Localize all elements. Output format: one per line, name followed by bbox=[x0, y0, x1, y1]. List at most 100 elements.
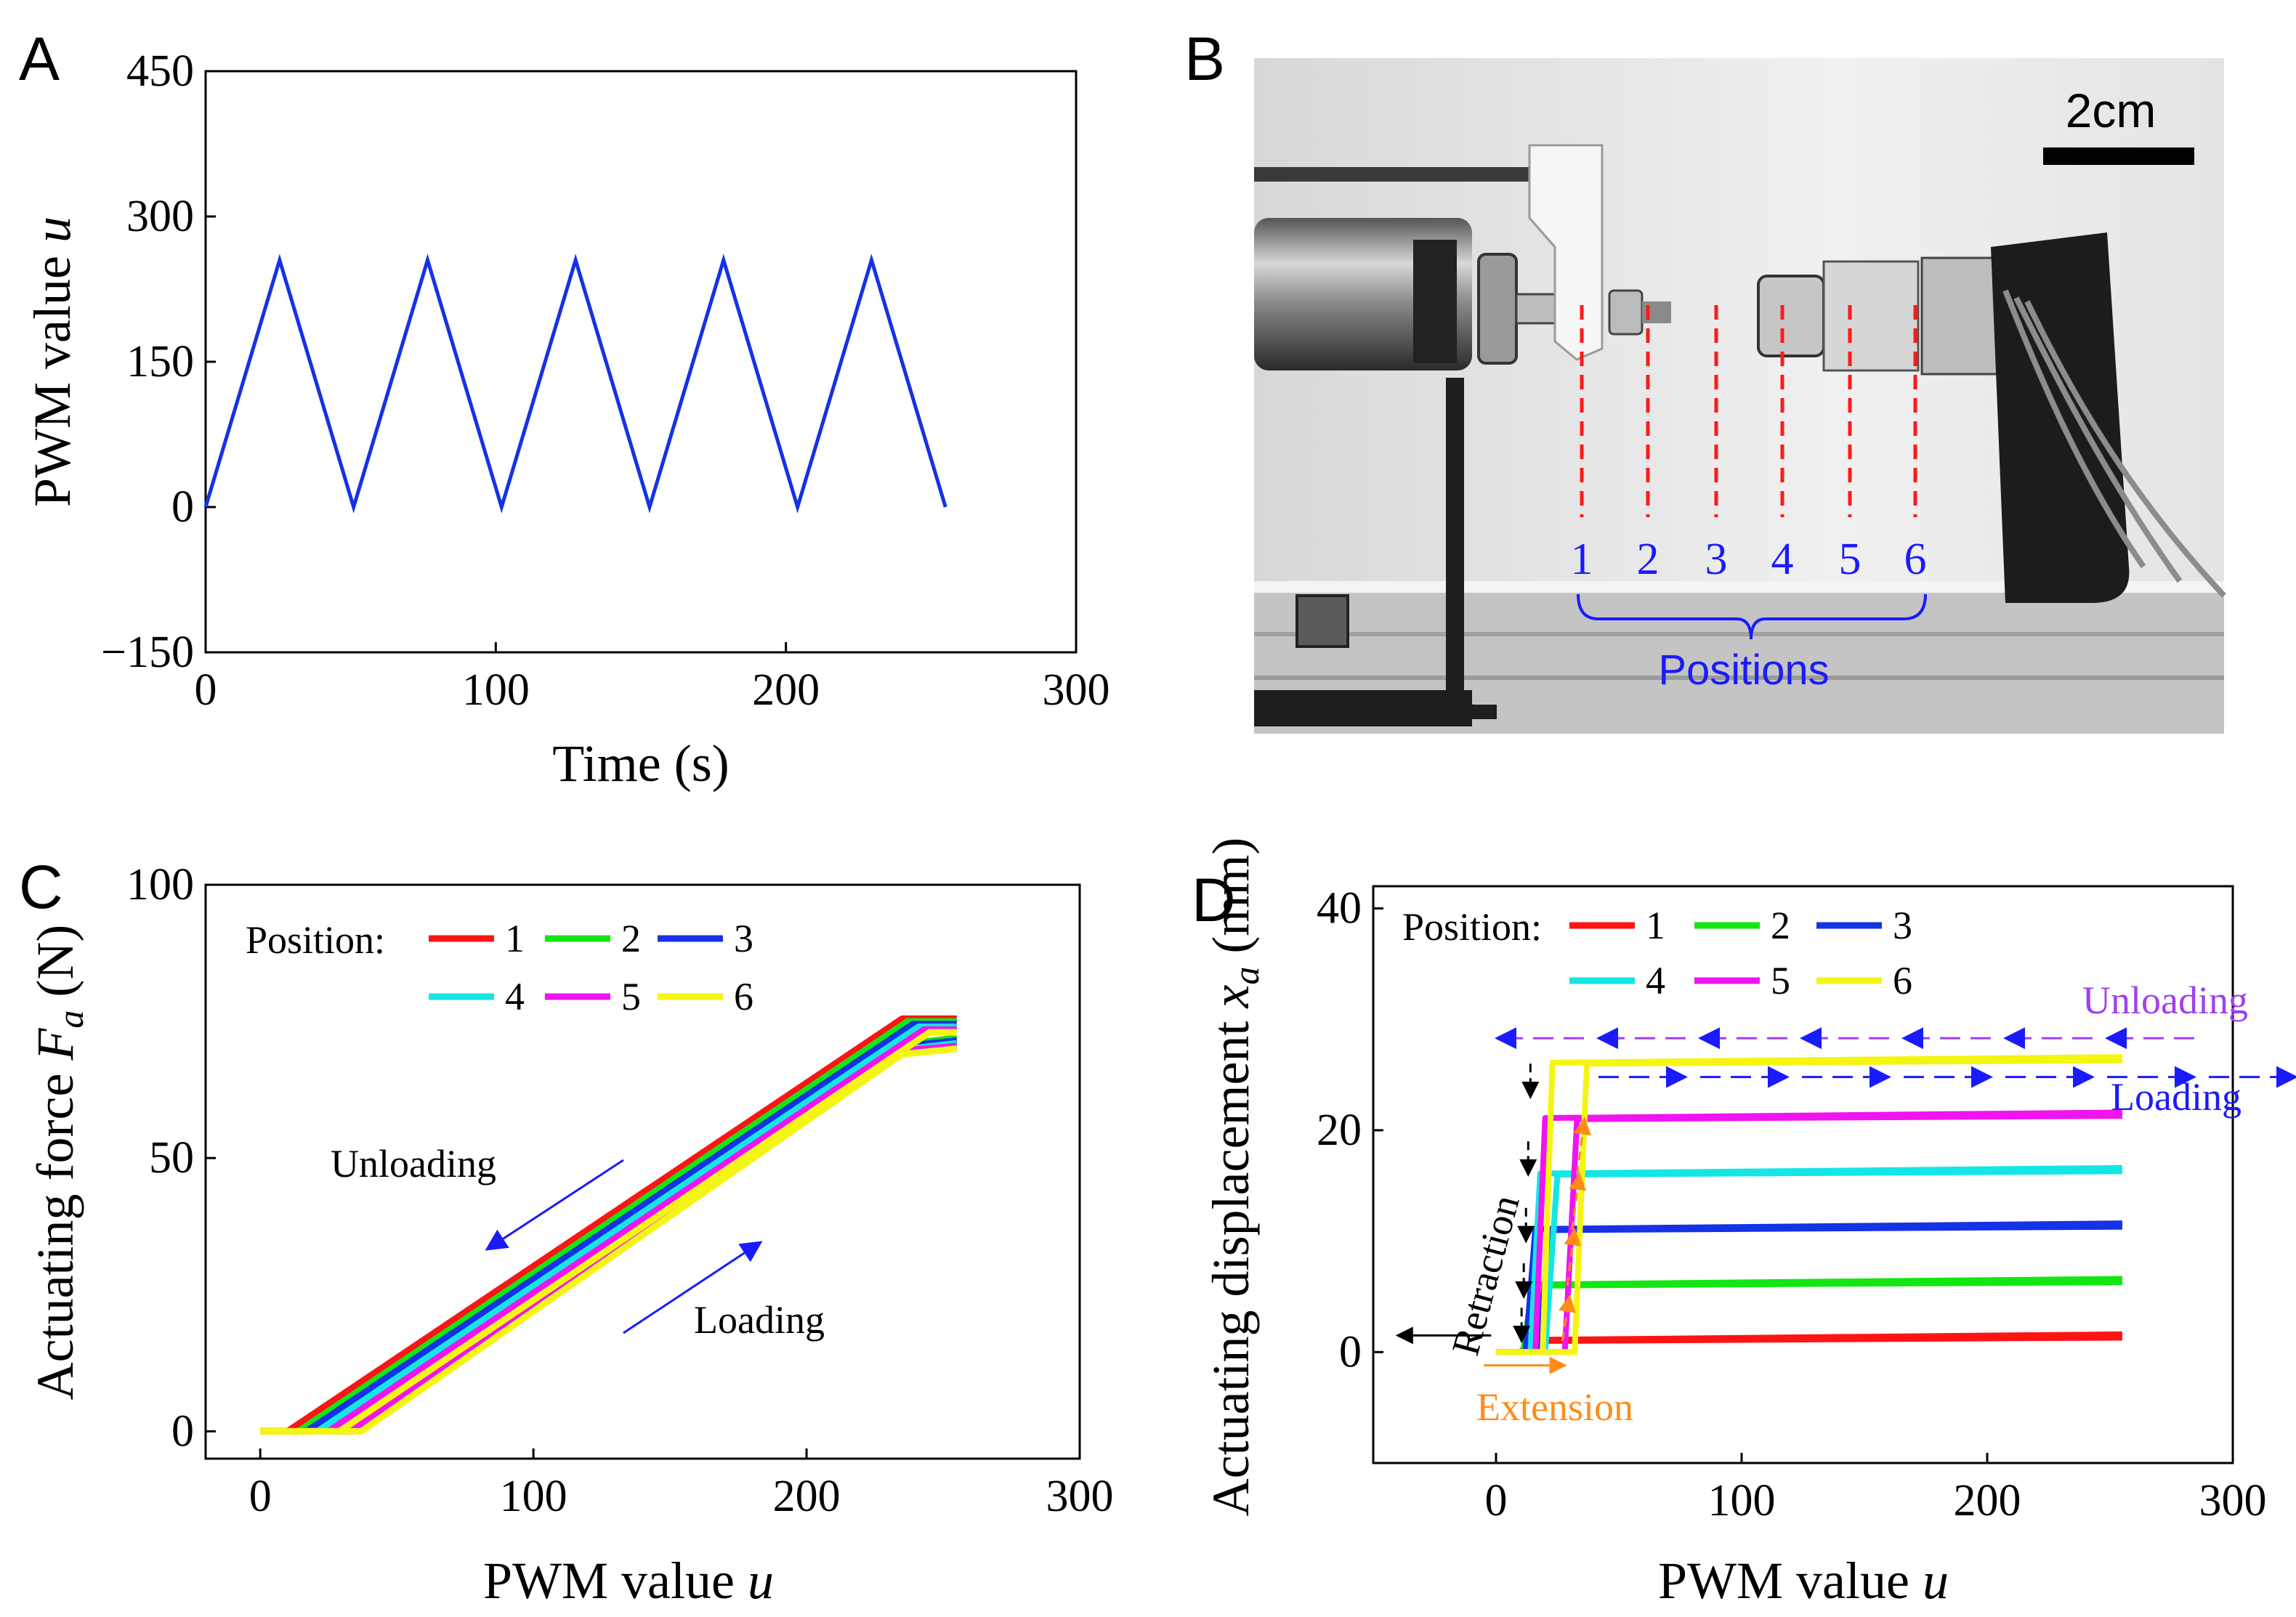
legend-label-5: 5 bbox=[621, 975, 641, 1018]
nut-right bbox=[1757, 275, 1825, 357]
y-tick-label-a: 0 bbox=[171, 482, 194, 532]
positions-brace bbox=[1577, 593, 1927, 640]
arrow-extension bbox=[1569, 1172, 1587, 1231]
x-tick-label-a: 300 bbox=[1043, 665, 1110, 715]
panel-label-a: A bbox=[19, 25, 60, 93]
x-axis-label-a: Time (s) bbox=[552, 734, 729, 793]
plot-frame-c bbox=[204, 883, 1081, 1460]
plot-frame-a bbox=[204, 70, 1078, 654]
sensor-cables bbox=[2002, 289, 2226, 598]
y-tick-label-d: 40 bbox=[1317, 884, 1362, 933]
y-tick-label-a: 450 bbox=[126, 46, 194, 96]
x-tick-label-a: 100 bbox=[462, 665, 530, 715]
positions-label: Positions bbox=[1658, 647, 1829, 694]
position-number-3: 3 bbox=[1705, 535, 1728, 584]
position-markers bbox=[1580, 305, 1917, 517]
x-tick-label-a: 0 bbox=[195, 665, 217, 715]
x-tick-label-d: 200 bbox=[1954, 1476, 2021, 1525]
series-4-loading bbox=[1496, 1168, 2122, 1355]
series-4-unloading bbox=[1496, 1164, 2122, 1355]
block-right bbox=[1822, 260, 1920, 372]
top-rod bbox=[1254, 167, 1537, 182]
y-tick-label-d: 0 bbox=[1339, 1327, 1362, 1377]
legend-title-d: Position: bbox=[1402, 905, 1542, 949]
legend-label-3: 3 bbox=[734, 917, 753, 960]
series-6-loading bbox=[1496, 1057, 2122, 1355]
x-axis-label-d: PWM value u bbox=[1658, 1552, 1949, 1610]
position-number-1: 1 bbox=[1571, 535, 1593, 584]
bench-rail-2 bbox=[1254, 676, 2224, 680]
position-number-5: 5 bbox=[1839, 535, 1862, 584]
legend-label-2: 2 bbox=[1771, 904, 1790, 947]
x-tick-label-d: 300 bbox=[2199, 1476, 2267, 1525]
x-tick-label-c: 100 bbox=[500, 1472, 567, 1521]
series-line-pwm bbox=[203, 254, 947, 514]
small-nut bbox=[1608, 289, 1644, 336]
arrow-extension bbox=[1559, 1294, 1576, 1342]
legend-label-2: 2 bbox=[621, 917, 641, 960]
arrow-extension bbox=[1574, 1116, 1591, 1175]
scale-bar bbox=[2043, 147, 2194, 165]
base-plate-left bbox=[1254, 690, 1472, 726]
annotation-retraction-d: Retraction bbox=[1444, 1191, 1528, 1360]
series-6-loading bbox=[260, 1045, 958, 1435]
legend-label-3: 3 bbox=[1893, 904, 1912, 947]
y-tick-label-d: 20 bbox=[1317, 1106, 1362, 1155]
legend-label-1: 1 bbox=[505, 917, 525, 960]
legend-title-c: Position: bbox=[246, 918, 385, 962]
bench-rail-1 bbox=[1254, 632, 2224, 636]
annotation-loading-d: Loading bbox=[2111, 1075, 2242, 1119]
motor-cap bbox=[1413, 240, 1457, 363]
x-tick-label-c: 0 bbox=[249, 1472, 272, 1521]
annotation-unloading-d: Unloading bbox=[2082, 978, 2248, 1022]
bench-edge bbox=[1254, 581, 2224, 593]
bracket-left bbox=[1446, 378, 1497, 719]
legend-label-4: 4 bbox=[505, 975, 525, 1018]
legend-label-6: 6 bbox=[734, 975, 753, 1018]
x-axis-label-c: PWM value u bbox=[483, 1552, 774, 1610]
x-tick-label-c: 300 bbox=[1046, 1472, 1114, 1521]
bolt-head bbox=[1295, 594, 1349, 648]
series-5-loading bbox=[1496, 1113, 2122, 1355]
y-tick-label-a: 150 bbox=[126, 337, 194, 386]
position-number-6: 6 bbox=[1904, 535, 1927, 584]
position-number-2: 2 bbox=[1637, 535, 1660, 584]
legend-label-6: 6 bbox=[1893, 959, 1912, 1002]
y-tick-label-a: 300 bbox=[126, 192, 194, 241]
panel-label-b: B bbox=[1184, 25, 1225, 93]
annotation-extension-d: Extension bbox=[1476, 1385, 1633, 1429]
arrow-loading-c bbox=[623, 1241, 763, 1334]
scale-bar-label: 2cm bbox=[2066, 84, 2156, 137]
y-axis-label-c: Actuating force Fa (N) bbox=[26, 925, 91, 1401]
chart-panel-d: 0 100 200 300 0 20 40 Position: 1 2 3 4 5 6 Unloadi… bbox=[1202, 838, 2296, 1610]
annotation-unloading-c: Unloading bbox=[331, 1142, 496, 1186]
chart-panel-c: 0 100 200 300 0 50 100 Position: 1 2 3 4 5 6 Unload… bbox=[26, 860, 1114, 1610]
legend-label-1: 1 bbox=[1646, 904, 1665, 947]
arrow-extension bbox=[1564, 1228, 1582, 1286]
y-tick-label-c: 0 bbox=[171, 1406, 194, 1456]
annotation-loading-c: Loading bbox=[694, 1298, 825, 1342]
panel-label-d: D bbox=[1192, 866, 1236, 934]
arrow-unloading-c bbox=[485, 1159, 624, 1251]
position-number-4: 4 bbox=[1771, 535, 1794, 584]
white-bracket bbox=[1528, 144, 1604, 361]
y-axis-label-d: Actuating displacement xa (mm) bbox=[1202, 838, 1266, 1517]
x-tick-label-d: 100 bbox=[1708, 1476, 1776, 1525]
y-tick-label-c: 100 bbox=[126, 860, 194, 909]
hex-nut-left bbox=[1477, 253, 1518, 365]
legend-label-5: 5 bbox=[1771, 959, 1790, 1002]
plot-frame-d bbox=[1372, 885, 2234, 1464]
x-tick-label-d: 0 bbox=[1485, 1476, 1508, 1525]
y-tick-label-c: 50 bbox=[149, 1133, 194, 1183]
y-axis-label-a: PWM value u bbox=[23, 216, 81, 507]
y-tick-label-a: −150 bbox=[101, 628, 194, 677]
shaft-left bbox=[1515, 293, 1561, 325]
series-6-unloading bbox=[1496, 1054, 2122, 1355]
x-tick-label-a: 200 bbox=[752, 665, 820, 715]
panel-label-c: C bbox=[19, 853, 63, 921]
x-tick-label-c: 200 bbox=[773, 1472, 841, 1521]
